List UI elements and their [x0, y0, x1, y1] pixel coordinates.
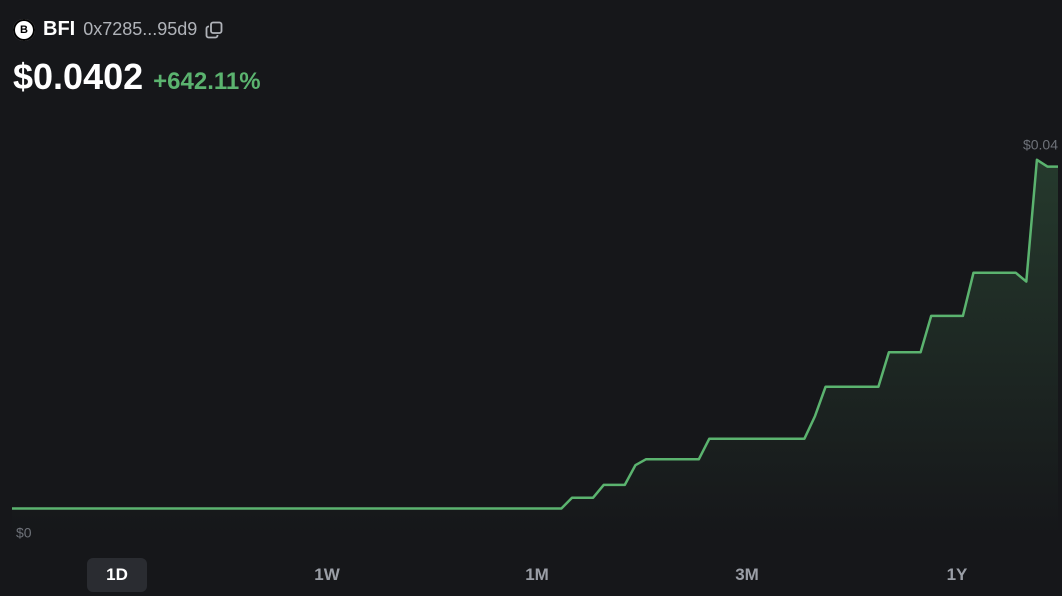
range-button[interactable]: 1Y — [946, 565, 968, 584]
token-symbol: BFI — [43, 18, 76, 40]
price-row: $0.0402 +642.11% — [13, 56, 261, 98]
price-line — [12, 158, 1058, 510]
token-address: 0x7285...95d9 — [83, 19, 198, 39]
token-header: B BFI 0x7285...95d9 — [13, 18, 223, 41]
copy-button[interactable] — [205, 21, 223, 39]
range-button[interactable]: 1W — [314, 565, 340, 584]
range-button[interactable]: 1D — [87, 558, 147, 592]
range-selector: 1D 1W 1M 3M 1Y — [12, 558, 1062, 592]
range-button[interactable]: 3M — [735, 565, 759, 584]
token-icon: B — [13, 18, 35, 41]
y-tick-label: $0.04 — [1023, 137, 1058, 153]
price-change: +642.11% — [153, 68, 261, 95]
price: $0.0402 — [13, 56, 144, 97]
range-button[interactable]: 1M — [525, 565, 549, 584]
area — [12, 159, 1058, 535]
